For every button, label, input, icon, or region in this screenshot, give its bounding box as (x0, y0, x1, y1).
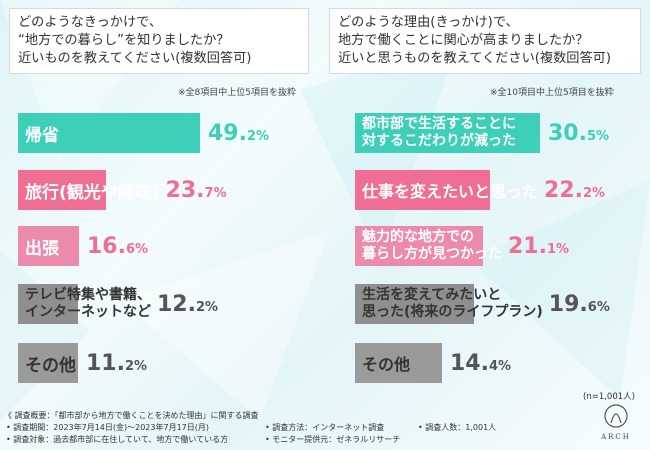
right-note: ※全10項目中上位5項目を抜粋 (490, 88, 614, 98)
footer-provider: • モニター提供元：ゼネラルリサーチ (265, 435, 401, 444)
value-decimal: 2% (246, 129, 270, 144)
bar-label-line: 出張 (25, 238, 59, 259)
value-decimal: 1% (546, 242, 570, 257)
value-integer: 21. (508, 234, 547, 259)
value-decimal: 2% (195, 300, 219, 315)
value-integer: 30. (548, 121, 587, 146)
value-integer: 11. (86, 351, 125, 376)
bar-label-line: テレビ特集や書籍、 (25, 287, 151, 303)
value-integer: 16. (87, 234, 126, 259)
bar-label-line: インターネットなど (25, 304, 151, 320)
bar-left-4 (18, 343, 78, 383)
bar-right-2 (355, 226, 483, 266)
bar-label-line: 帰省 (25, 125, 59, 146)
bar-right-3 (355, 284, 474, 324)
bar-label-text: 生活を変えてみたいと 思った(将来のライフプラン) (362, 287, 543, 321)
bar-label-text: テレビ特集や書籍、 インターネットなど (25, 287, 151, 321)
bar-label-line: 生活を変えてみたいと (362, 287, 502, 303)
right-question-box: どのような理由(きっかけ)で、 地方で働くことに関心が高まりましたか？ 近いと思… (329, 8, 641, 74)
left-question-line-2: “地方での暮らし”を知りましたか？ (18, 33, 230, 48)
bar-left-1 (18, 170, 106, 210)
left-question-box: どのようなきっかけで、 “地方での暮らし”を知りましたか？ 近いものを教えてくだ… (9, 8, 309, 74)
bar-right-0 (355, 113, 540, 153)
bar-label-left-3: テレビ特集や書籍、 インターネットなど (25, 284, 151, 324)
value-integer: 23. (165, 178, 205, 203)
right-question-line-1: どのような理由(きっかけ)で、 (338, 15, 519, 30)
value-integer: 49. (208, 121, 247, 146)
bar-label-left-4: その他 (25, 343, 76, 383)
bar-value-left-4: 11.2% (86, 351, 147, 376)
bar-label-text: 都市部で生活することに 対するこだわりが減った (362, 116, 516, 150)
bar-label-left-2: 出張 (25, 226, 59, 266)
left-question-line-1: どのようなきっかけで、 (18, 15, 163, 30)
bar-label-left-1: 旅行(観光や趣味) (25, 170, 160, 210)
right-question-line-2: 地方で働くことに関心が高まりましたか？ (338, 33, 589, 48)
bar-value-left-0: 49.2% (208, 121, 269, 146)
footer-target: • 調査対象：過去都市部に在住していて、地方で働いている方 (6, 435, 229, 444)
value-decimal: 2% (583, 186, 606, 201)
value-decimal: 2% (124, 359, 148, 374)
bar-value-right-2: 21.1% (508, 234, 569, 259)
value-decimal: 7% (204, 186, 227, 201)
footer-summary: 《 調査概要：「都市部から地方で働くことを決めた理由」に関する調査 (4, 411, 259, 420)
bar-label-line: 旅行(観光や趣味) (25, 182, 160, 203)
bar-value-right-4: 14.4% (450, 351, 511, 376)
bar-label-line: 思った(将来のライフプラン) (362, 304, 543, 320)
bar-label-left-0: 帰省 (25, 113, 59, 153)
value-decimal: 6% (125, 242, 149, 257)
bar-label-line: 対するこだわりが減った (362, 133, 516, 149)
footer-period: • 調査期間：2023年7月14日(金)～2023年7月17日(月) (6, 423, 210, 432)
bar-left-2 (18, 226, 79, 266)
bar-label-line: 都市部で生活することに (362, 116, 516, 132)
value-integer: 14. (450, 351, 489, 376)
right-question-line-3: 近いと思うものを教えてください(複数回答可) (338, 51, 611, 66)
left-note: ※全8項目中上位5項目を抜粋 (178, 88, 296, 98)
bar-label-right-1: 仕事を変えたいと思った (362, 170, 538, 210)
bar-value-left-1: 23.7% (166, 178, 227, 203)
bar-label-right-3: 生活を変えてみたいと 思った(将来のライフプラン) (362, 284, 543, 324)
bar-label-line: その他 (362, 355, 411, 374)
arch-logo: ARCH (598, 403, 634, 447)
bar-right-4 (355, 343, 442, 383)
value-decimal: 5% (586, 129, 610, 144)
bar-label-line: 魅力的な地方での (362, 229, 474, 245)
bar-label-line: その他 (25, 355, 76, 376)
bar-label-line: 仕事を変えたいと思った (362, 182, 539, 201)
bar-value-right-0: 30.5% (548, 121, 609, 146)
bar-label-right-4: その他 (362, 343, 410, 383)
arch-logo-icon (604, 404, 628, 428)
footer-method: • 調査方法：インターネット調査 (265, 423, 385, 432)
value-decimal: 6% (587, 300, 610, 315)
bar-label-text: その他 (362, 351, 410, 375)
value-integer: 22. (544, 178, 583, 203)
footer-count: • 調査人数：1,001人 (418, 423, 497, 432)
left-question-line-3: 近いものを教えてください(複数回答可) (18, 51, 252, 66)
bar-value-right-1: 22.2% (544, 178, 605, 203)
bar-label-text: 帰省 (25, 121, 59, 146)
bar-value-left-2: 16.6% (87, 234, 148, 259)
bar-right-1 (355, 170, 490, 210)
bar-label-text: 旅行(観光や趣味) (25, 178, 160, 203)
bar-label-right-0: 都市部で生活することに 対するこだわりが減った (362, 113, 516, 153)
bar-label-text: 仕事を変えたいと思った (362, 178, 538, 202)
bar-left-0 (18, 113, 200, 153)
sample-size: (n=1,001人) (583, 392, 635, 402)
bar-left-3 (18, 284, 78, 324)
bar-label-right-2: 魅力的な地方での 暮らし方が見つかった (362, 226, 502, 266)
bar-value-left-3: 12.2% (157, 292, 218, 317)
arch-logo-text: ARCH (601, 433, 631, 441)
bar-label-text: 魅力的な地方での 暮らし方が見つかった (362, 229, 502, 263)
value-integer: 12. (157, 292, 196, 317)
bar-label-text: 出張 (25, 234, 59, 259)
bar-label-line: 暮らし方が見つかった (362, 246, 502, 262)
bar-label-text: その他 (25, 351, 76, 376)
value-decimal: 4% (488, 359, 512, 374)
bar-value-right-3: 19.6% (549, 292, 610, 317)
value-integer: 19. (548, 292, 588, 317)
